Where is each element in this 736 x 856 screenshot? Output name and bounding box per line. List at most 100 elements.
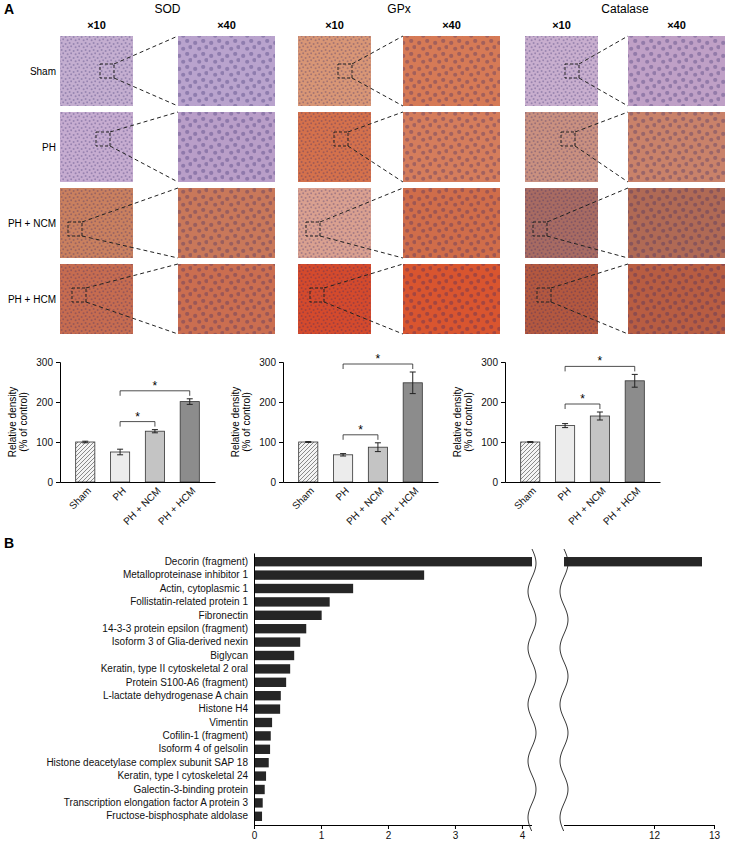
tick-label: Transcription elongation factor A protei…	[64, 797, 249, 808]
tick: 0	[270, 477, 283, 488]
tick-label: 200	[259, 397, 276, 408]
tick: Follistatin-related protein 1	[130, 596, 248, 607]
figure: ABSOD×10×40GPx×10×40Catalase×10×40ShamPH…	[0, 0, 736, 856]
tick-label: Biglycan	[210, 650, 248, 661]
zoom-line	[86, 264, 178, 288]
tick-label: 13	[709, 830, 721, 841]
bar	[254, 812, 262, 821]
zoom-line	[324, 264, 403, 288]
zoom-line	[82, 236, 178, 258]
magnification: ×10	[552, 19, 571, 31]
tick-label: 200	[481, 397, 498, 408]
tick: 0	[47, 477, 60, 488]
zoom-line	[110, 112, 178, 132]
zoom-line	[348, 112, 403, 132]
error-bar	[375, 443, 381, 452]
bar-chart: Decorin (fragment) Metalloproteinase inhi…	[46, 549, 720, 841]
zoom-box	[565, 64, 579, 78]
tick-label: 3	[453, 830, 459, 841]
bar	[76, 442, 95, 482]
tick: 12	[649, 825, 661, 841]
tick-label: PH	[333, 485, 351, 503]
x-axis: ShamPHPH + NCMPH + HCM	[506, 483, 661, 527]
magnification: ×40	[217, 19, 236, 31]
tick-label: Fibronectin	[199, 610, 248, 621]
zoom-line	[320, 188, 403, 222]
tick-mark	[56, 402, 60, 403]
axis-line	[255, 826, 715, 830]
zoom-line	[579, 36, 628, 64]
micrograph	[60, 112, 133, 182]
tick-label: Decorin (fragment)	[165, 556, 248, 567]
micrograph	[403, 112, 500, 182]
micrograph	[525, 188, 598, 258]
micrograph-texture	[178, 264, 275, 334]
micrograph-texture	[628, 188, 725, 258]
tick: 2	[386, 825, 392, 841]
annotation: *	[376, 352, 381, 366]
micrograph	[403, 36, 500, 106]
tick-label: 100	[36, 437, 53, 448]
tick-label: Metalloproteinase inhibitor 1	[123, 569, 249, 580]
bar	[403, 383, 422, 482]
tick-label: 100	[481, 437, 498, 448]
tick-mark	[522, 825, 523, 829]
tick: 3	[453, 825, 459, 841]
axis-title: Relative density(% of control)	[230, 387, 252, 458]
micrograph	[298, 188, 371, 258]
tick-label: Sham	[67, 485, 93, 511]
error-bar	[410, 372, 416, 394]
zoom-line	[114, 36, 178, 64]
zoom-line	[352, 36, 403, 64]
tick: Histone deacetylase complex subunit SAP …	[46, 757, 248, 768]
bar	[254, 758, 269, 767]
tick-label: 0	[270, 477, 276, 488]
micrograph	[178, 188, 275, 258]
micrograph	[628, 188, 725, 258]
tick-label: Keratin, type I cytoskeletal 24	[117, 770, 248, 781]
bar	[254, 584, 353, 593]
tick-mark	[321, 825, 322, 829]
tick-mark	[279, 442, 283, 443]
tick: PH	[110, 485, 128, 503]
tick-label: Isoform 3 of Glia-derived nexin	[112, 636, 248, 647]
bar	[254, 611, 322, 620]
micrograph-texture	[628, 264, 725, 334]
x-axis: 012341213	[252, 825, 721, 841]
bar	[254, 557, 702, 566]
zoom-line	[86, 302, 178, 334]
tick: Keratin, type I cytoskeletal 24	[117, 770, 248, 781]
micrograph-texture	[178, 36, 275, 106]
micrograph-texture	[298, 264, 371, 334]
tick-label: Galectin-3-binding protein	[133, 784, 248, 795]
tick: L-lactate dehydrogenase A chain	[103, 690, 248, 701]
micrograph	[525, 112, 598, 182]
tick-mark	[501, 362, 505, 363]
micrograph-texture	[403, 264, 500, 334]
axis-line	[506, 482, 661, 483]
zoom-line	[575, 112, 628, 132]
tick: PH	[555, 485, 573, 503]
magnification: ×40	[442, 19, 461, 31]
tick-label: 12	[649, 830, 661, 841]
zoom-box	[306, 222, 320, 236]
bar	[254, 651, 294, 660]
tick: Decorin (fragment)	[165, 556, 248, 567]
magnification: ×40	[667, 19, 686, 31]
annotation: *	[580, 392, 585, 406]
error-bar	[152, 430, 158, 433]
bar	[254, 624, 306, 633]
bar-chart: 0100200300ShamPHPH + NCMPH + HCMRelative…	[230, 352, 439, 527]
row-label: PH + NCM	[8, 218, 56, 229]
micrograph-texture	[60, 36, 133, 106]
tick-mark	[501, 442, 505, 443]
micrograph-texture	[298, 36, 371, 106]
zoom-box	[334, 132, 348, 146]
micrograph	[298, 112, 371, 182]
bar	[254, 731, 271, 740]
plot-area	[76, 399, 200, 482]
micrograph	[60, 264, 133, 334]
plot-area	[299, 372, 423, 482]
tick: Actin, cytoplasmic 1	[160, 583, 249, 594]
tick: Vimentin	[209, 717, 248, 728]
